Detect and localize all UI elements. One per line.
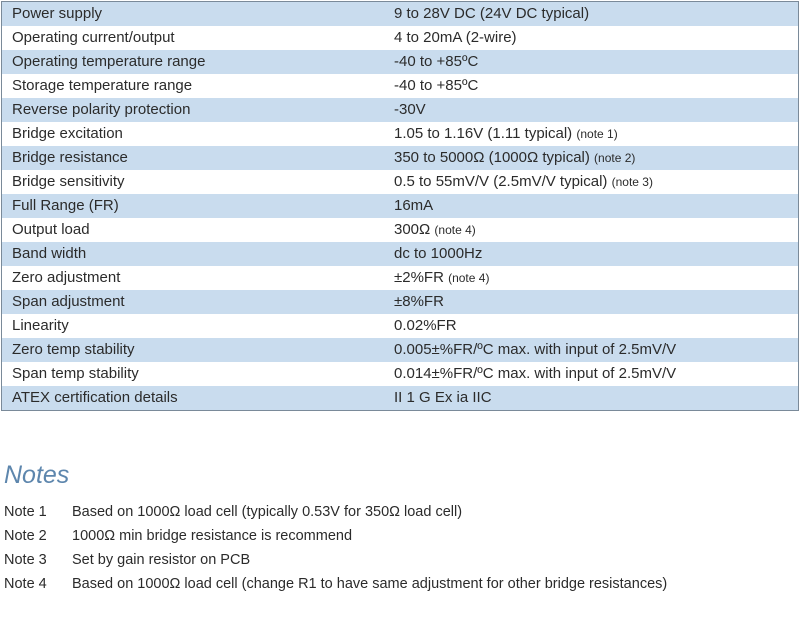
table-row: Zero adjustment±2%FR (note 4)	[2, 266, 798, 290]
spec-value-text: 0.014±%FR/ºC max. with input of 2.5mV/V	[394, 365, 676, 382]
spec-label: Bridge excitation	[2, 122, 392, 146]
spec-value-text: ±8%FR	[394, 293, 444, 310]
spec-label: Zero adjustment	[2, 266, 392, 290]
spec-value-text: 300Ω	[394, 221, 434, 238]
spec-label: Operating temperature range	[2, 50, 392, 74]
spec-label: Span temp stability	[2, 362, 392, 386]
spec-value-text: 0.02%FR	[394, 317, 457, 334]
spec-value-text: 0.5 to 55mV/V (2.5mV/V typical)	[394, 173, 612, 190]
spec-value: 0.5 to 55mV/V (2.5mV/V typical) (note 3)	[392, 170, 798, 194]
spec-label: Span adjustment	[2, 290, 392, 314]
note-item: Note 21000Ω min bridge resistance is rec…	[4, 524, 796, 548]
table-row: Zero temp stability0.005±%FR/ºC max. wit…	[2, 338, 798, 362]
spec-value-text: 1.05 to 1.16V (1.11 typical)	[394, 125, 576, 142]
spec-note-ref: (note 2)	[594, 151, 635, 165]
notes-section: Notes Note 1Based on 1000Ω load cell (ty…	[0, 461, 796, 596]
table-row: Reverse polarity protection-30V	[2, 98, 798, 122]
note-text: Based on 1000Ω load cell (typically 0.53…	[72, 500, 796, 524]
spec-value-text: dc to 1000Hz	[394, 245, 482, 262]
note-text: 1000Ω min bridge resistance is recommend	[72, 524, 796, 548]
spec-label: Reverse polarity protection	[2, 98, 392, 122]
spec-label: Operating current/output	[2, 26, 392, 50]
spec-value-text: -30V	[394, 101, 426, 118]
spec-note-ref: (note 4)	[434, 223, 475, 237]
table-row: Bridge sensitivity0.5 to 55mV/V (2.5mV/V…	[2, 170, 798, 194]
spec-note-ref: (note 4)	[448, 271, 489, 285]
table-row: Bridge resistance350 to 5000Ω (1000Ω typ…	[2, 146, 798, 170]
table-row: Band widthdc to 1000Hz	[2, 242, 798, 266]
spec-value: 0.005±%FR/ºC max. with input of 2.5mV/V	[392, 338, 798, 362]
spec-note-ref: (note 3)	[612, 175, 653, 189]
table-row: Linearity0.02%FR	[2, 314, 798, 338]
table-row: Operating current/output4 to 20mA (2-wir…	[2, 26, 798, 50]
spec-label: Linearity	[2, 314, 392, 338]
spec-value: II 1 G Ex ia IIC	[392, 386, 798, 410]
note-key: Note 1	[4, 500, 72, 524]
spec-value-text: 4 to 20mA (2-wire)	[394, 29, 517, 46]
table-row: Power supply9 to 28V DC (24V DC typical)	[2, 2, 798, 26]
spec-label: Bridge sensitivity	[2, 170, 392, 194]
spec-value-text: 9 to 28V DC (24V DC typical)	[394, 5, 589, 22]
spec-value-text: 16mA	[394, 197, 433, 214]
spec-value: -40 to +85ºC	[392, 50, 798, 74]
spec-value-text: 0.005±%FR/ºC max. with input of 2.5mV/V	[394, 341, 676, 358]
table-row: Output load300Ω (note 4)	[2, 218, 798, 242]
table-row: Full Range (FR)16mA	[2, 194, 798, 218]
spec-value: ±8%FR	[392, 290, 798, 314]
spec-label: Power supply	[2, 2, 392, 26]
spec-value: 300Ω (note 4)	[392, 218, 798, 242]
spec-value-text: ±2%FR	[394, 269, 448, 286]
spec-label: Storage temperature range	[2, 74, 392, 98]
note-text: Based on 1000Ω load cell (change R1 to h…	[72, 572, 796, 596]
note-item: Note 1Based on 1000Ω load cell (typicall…	[4, 500, 796, 524]
spec-value: 9 to 28V DC (24V DC typical)	[392, 2, 798, 26]
spec-value: 0.02%FR	[392, 314, 798, 338]
note-text: Set by gain resistor on PCB	[72, 548, 796, 572]
spec-value: 350 to 5000Ω (1000Ω typical) (note 2)	[392, 146, 798, 170]
table-row: Span temp stability0.014±%FR/ºC max. wit…	[2, 362, 798, 386]
spec-label: Full Range (FR)	[2, 194, 392, 218]
spec-note-ref: (note 1)	[576, 127, 617, 141]
table-row: Bridge excitation1.05 to 1.16V (1.11 typ…	[2, 122, 798, 146]
spec-value: -40 to +85ºC	[392, 74, 798, 98]
spec-value-text: -40 to +85ºC	[394, 53, 478, 70]
spec-value: 1.05 to 1.16V (1.11 typical) (note 1)	[392, 122, 798, 146]
spec-value: -30V	[392, 98, 798, 122]
table-row: Storage temperature range-40 to +85ºC	[2, 74, 798, 98]
table-row: Span adjustment±8%FR	[2, 290, 798, 314]
notes-heading: Notes	[4, 461, 796, 490]
spec-label: Bridge resistance	[2, 146, 392, 170]
spec-value: 0.014±%FR/ºC max. with input of 2.5mV/V	[392, 362, 798, 386]
note-key: Note 4	[4, 572, 72, 596]
note-key: Note 2	[4, 524, 72, 548]
spec-value-text: II 1 G Ex ia IIC	[394, 389, 492, 406]
spec-label: ATEX certification details	[2, 386, 392, 410]
notes-list: Note 1Based on 1000Ω load cell (typicall…	[4, 500, 796, 596]
spec-value-text: -40 to +85ºC	[394, 77, 478, 94]
spec-label: Band width	[2, 242, 392, 266]
note-key: Note 3	[4, 548, 72, 572]
table-row: Operating temperature range-40 to +85ºC	[2, 50, 798, 74]
note-item: Note 4Based on 1000Ω load cell (change R…	[4, 572, 796, 596]
table-row: ATEX certification detailsII 1 G Ex ia I…	[2, 386, 798, 410]
spec-value: ±2%FR (note 4)	[392, 266, 798, 290]
spec-value-text: 350 to 5000Ω (1000Ω typical)	[394, 149, 594, 166]
note-item: Note 3Set by gain resistor on PCB	[4, 548, 796, 572]
spec-label: Zero temp stability	[2, 338, 392, 362]
spec-value: dc to 1000Hz	[392, 242, 798, 266]
spec-label: Output load	[2, 218, 392, 242]
spec-value: 4 to 20mA (2-wire)	[392, 26, 798, 50]
spec-value: 16mA	[392, 194, 798, 218]
specifications-table: Power supply9 to 28V DC (24V DC typical)…	[1, 1, 799, 411]
